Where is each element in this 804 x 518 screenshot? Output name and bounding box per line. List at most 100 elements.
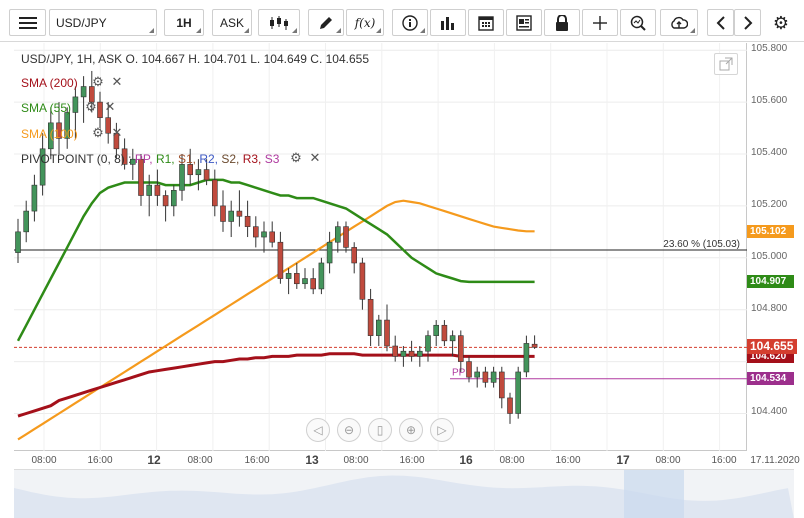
candle-body [367,299,374,336]
price-marker: 105.102 [747,224,794,238]
time-tick-label: 16:00 [711,455,737,466]
sma200-settings-button[interactable]: ⚙ [92,74,104,89]
price-type-select[interactable]: ASK [212,9,252,36]
crosshair-button[interactable] [582,9,618,36]
candle-body [474,371,481,378]
candle-body [47,122,54,150]
info-button[interactable] [392,9,428,36]
symbol-select[interactable]: USD/JPY [49,9,157,36]
time-tick-label: 17.11.2020 [750,455,800,466]
chevron-down-icon [336,28,341,33]
candle-body [531,343,538,348]
sma200-line [17,352,535,418]
candle-body [466,361,472,378]
zoom-in-button[interactable]: ⊕ [399,418,423,442]
time-tick-label: 12 [147,453,161,467]
candle-body [269,231,276,243]
info-icon [402,14,418,31]
sma55-settings-button[interactable]: ⚙ [85,99,97,114]
candle-body [384,319,390,347]
candle-body [56,122,62,139]
bar-chart-icon [441,16,454,30]
settings-button[interactable]: ⚙ [766,9,796,36]
scroll-left-button[interactable] [707,9,734,36]
zoom-out-button[interactable]: ⊖ [337,418,361,442]
news-button[interactable] [506,9,542,36]
scroll-forward-button[interactable]: ▷ [430,418,454,442]
popout-icon [719,57,733,71]
chevron-down-icon [244,28,249,33]
candle-body [425,335,431,352]
calendar-button[interactable] [468,9,504,36]
candle-body [441,324,448,342]
chart-area[interactable]: 23.60 % (105.03) PP USD/JPY, 1H, ASK O. 1… [0,43,804,518]
legend-pivotpoint: PIVOTPOINT (0, 8) : PP, R1, S1, R2, S2, … [21,151,279,167]
candle-body [72,96,79,113]
popout-button[interactable] [714,53,738,75]
pivot-item-r3: R3, [242,152,265,166]
chevron-down-icon [376,28,381,33]
function-icon: f(x) [354,15,376,30]
sma100-close-button[interactable]: ✕ [111,125,123,140]
pivot-item-s1: S1, [177,152,200,166]
price-marker: 104.907 [747,275,794,289]
pivot-item-r2: R2, [199,152,222,166]
ohlc-readout: USD/JPY, 1H, ASK O. 104.667 H. 104.701 L… [21,52,370,66]
chart-type-button[interactable] [258,9,300,36]
pivot-close-button[interactable]: ✕ [309,150,321,165]
drawing-tools-button[interactable] [308,9,344,36]
chevron-down-icon [196,28,201,33]
price-chart[interactable]: 23.60 % (105.03) PP [0,43,804,518]
navigator-area [14,475,794,518]
crosshair-icon [593,15,607,30]
time-tick-label: 13 [305,453,319,467]
upload-button[interactable] [660,9,698,36]
reset-zoom-button[interactable]: ▯ [368,418,392,442]
candle-body [130,158,136,165]
legend-sma200: SMA (200) [21,75,78,91]
triangle-left-icon: ◁ [313,423,323,437]
candle-body [449,335,456,342]
chart-navigator[interactable] [14,469,794,518]
candle-body [490,371,497,383]
scroll-back-button[interactable]: ◁ [306,418,330,442]
candle-body [293,273,300,285]
time-tick-label: 08:00 [187,455,213,466]
zoom-chart-icon [630,15,646,31]
navigator-selection[interactable] [624,470,684,518]
candle-body [113,132,120,150]
candle-body [523,343,530,373]
indicators-button[interactable]: f(x) [346,9,384,36]
scroll-right-button[interactable] [734,9,761,36]
price-tick-label: 105.800 [751,43,788,55]
candle-body [89,86,95,103]
candle-body [326,241,333,264]
chevron-down-icon [420,28,425,33]
hamburger-menu-button[interactable] [9,9,46,36]
candle-body [392,345,399,357]
volume-bars-button[interactable] [430,9,466,36]
sma200-close-button[interactable]: ✕ [111,74,123,89]
sma100-settings-button[interactable]: ⚙ [92,125,104,140]
sma55-line [16,178,535,342]
candle-body [15,231,21,253]
pivot-settings-button[interactable]: ⚙ [290,150,302,165]
legend-sma100: SMA (100) [21,126,78,142]
candle-body [97,101,103,118]
candle-body [64,112,70,139]
sma55-close-button[interactable]: ✕ [104,99,116,114]
candle-body [220,205,226,222]
candle-body [146,184,152,196]
timeframe-select[interactable]: 1H [164,9,204,36]
chevron-down-icon [292,28,297,33]
candle-body [334,226,341,243]
candle-body [244,215,251,227]
zoom-button[interactable] [620,9,656,36]
price-marker: 104.655 [747,339,797,355]
price-tick-label: 105.200 [751,198,788,210]
navigator-series[interactable] [14,470,794,518]
price-tick-label: 104.800 [751,302,788,314]
plot-area[interactable] [14,43,747,451]
lock-button[interactable] [544,9,580,36]
time-tick-label: 08:00 [499,455,525,466]
